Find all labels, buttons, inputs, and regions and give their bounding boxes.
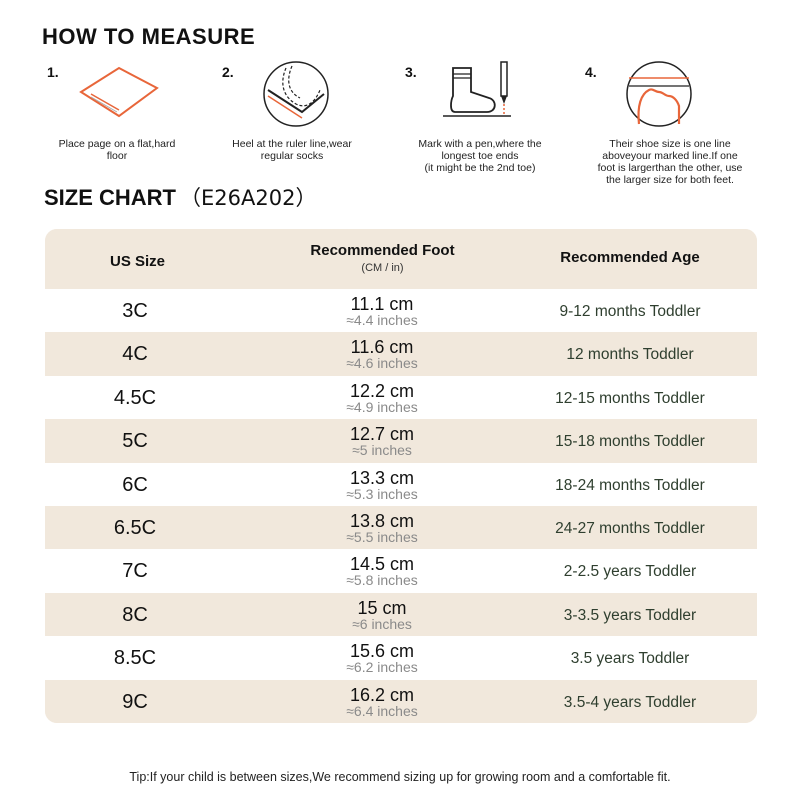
cell-size: 4C	[122, 343, 148, 366]
step-4-number: 4.	[585, 64, 597, 80]
cell-foot: 13.8 cm ≈5.5 inches	[282, 512, 482, 545]
cell-size: 8.5C	[113, 647, 157, 670]
heel-on-ruler-icon	[263, 61, 329, 127]
sizing-tip: Tip:If your child is between sizes,We re…	[129, 770, 671, 784]
step-2-text: Heel at the ruler line,wear regular sock…	[232, 138, 352, 162]
cell-cm: 16.2 cm	[349, 684, 415, 705]
cell-inches: ≈6.2 inches	[346, 659, 418, 676]
cell-inches: ≈5.3 inches	[346, 485, 418, 502]
table-row: 4.5C 12.2 cm ≈4.9 inches 12-15 months Tod…	[45, 375, 757, 420]
cell-inches: ≈4.6 inches	[346, 355, 418, 372]
step-3-text: Mark with a pen,where the longest toe en…	[418, 138, 542, 174]
table-row: 8C 15 cm ≈6 inches 3-3.5 years Toddler	[45, 592, 757, 637]
cell-foot: 16.2 cm ≈6.4 inches	[282, 686, 482, 719]
cell-age: 12 months Toddler	[566, 346, 694, 364]
cell-size: 5C	[122, 430, 148, 453]
cell-inches: ≈6 inches	[352, 615, 412, 632]
step-4-text: Their shoe size is one line aboveyour ma…	[597, 138, 743, 186]
cell-foot: 11.6 cm ≈4.6 inches	[282, 338, 482, 371]
cell-size: 9C	[122, 690, 148, 713]
table-row: 7C 14.5 cm ≈5.8 inches 2-2.5 years Toddle…	[45, 549, 757, 593]
step-1-number: 1.	[47, 64, 59, 80]
table-row: 5C 12.7 cm ≈5 inches 15-18 months Toddler	[45, 419, 757, 463]
cell-age: 9-12 months Toddler	[559, 303, 701, 320]
cell-cm: 15 cm	[357, 597, 407, 618]
cell-size: 4.5C	[113, 386, 157, 409]
cell-age: 3-3.5 years Toddler	[563, 606, 697, 624]
table-header: US Size Recommended Foot (CM / in) Recom…	[45, 229, 757, 289]
cell-cm: 13.8 cm	[349, 510, 415, 531]
cell-foot: 15 cm ≈6 inches	[282, 599, 482, 632]
cell-inches: ≈4.4 inches	[346, 312, 418, 328]
cell-age: 12-15 months Toddler	[555, 389, 705, 407]
table-row: 9C 16.2 cm ≈6.4 inches 3.5-4 years Toddle…	[45, 679, 757, 723]
cell-size: 7C	[122, 560, 148, 583]
step-1: 1. Place page on a flat,hard floor	[47, 60, 187, 170]
cell-cm: 15.6 cm	[349, 641, 415, 662]
model-code: （E26A202）	[180, 186, 317, 210]
cell-age: 3.5-4 years Toddler	[563, 693, 697, 711]
header-recommended-foot: Recommended Foot (CM / in)	[250, 242, 515, 274]
cell-cm: 12.7 cm	[349, 424, 415, 445]
header-foot-label: Recommended Foot	[310, 242, 455, 259]
cell-age: 15-18 months Toddler	[555, 433, 705, 451]
cell-size: 3C	[122, 300, 148, 322]
cell-foot: 15.6 cm ≈6.2 inches	[282, 642, 482, 675]
table-row: 8.5C 15.6 cm ≈6.2 inches 3.5 years Toddle…	[45, 636, 757, 680]
header-foot-unit: (CM / in)	[361, 262, 404, 274]
cell-age: 3.5 years Toddler	[570, 650, 690, 668]
how-to-measure-title: HOW TO MEASURE	[42, 24, 256, 49]
sock-and-pen-icon	[443, 61, 511, 117]
size-table: US Size Recommended Foot (CM / in) Recom…	[45, 229, 757, 723]
cell-size: 6C	[122, 473, 148, 496]
cell-inches: ≈5 inches	[352, 442, 412, 459]
paper-sheet-icon	[79, 66, 159, 118]
step-1-text: Place page on a flat,hard floor	[58, 138, 176, 162]
step-3: 3. Mark with a pen,where the longest toe…	[405, 60, 555, 180]
cell-foot: 11.1 cm ≈4.4 inches	[282, 295, 482, 328]
step-3-number: 3.	[405, 64, 417, 80]
cell-inches: ≈5.8 inches	[346, 572, 418, 589]
cell-age: 24-27 months Toddler	[555, 519, 705, 537]
step-4: 4. Their shoe size is one line aboveyour…	[585, 60, 755, 200]
cell-cm: 11.1 cm	[350, 294, 414, 314]
cell-inches: ≈5.5 inches	[346, 528, 418, 545]
table-row: 4C 11.6 cm ≈4.6 inches 12 months Toddler	[45, 332, 757, 376]
header-us-size: US Size	[109, 253, 166, 270]
cell-cm: 11.6 cm	[350, 337, 414, 358]
cell-inches: ≈4.9 inches	[346, 398, 418, 415]
cell-foot: 12.2 cm ≈4.9 inches	[282, 382, 482, 415]
cell-foot: 14.5 cm ≈5.8 inches	[282, 555, 482, 588]
table-row: 6C 13.3 cm ≈5.3 inches 18-24 months Toddl…	[45, 462, 757, 506]
step-2-number: 2.	[222, 64, 234, 80]
step-2: 2. Heel at the ruler line,wear regular s…	[222, 60, 362, 170]
table-row: 6.5C 13.8 cm ≈5.5 inches 24-27 months Tod…	[45, 505, 757, 550]
cell-size: 6.5C	[113, 516, 157, 539]
toe-over-line-icon	[626, 61, 692, 127]
cell-cm: 14.5 cm	[349, 554, 415, 575]
cell-age: 18-24 months Toddler	[555, 476, 705, 494]
size-chart-title: SIZE CHART （E26A202）	[44, 182, 316, 212]
cell-age: 2-2.5 years Toddler	[563, 563, 697, 581]
cell-inches: ≈6.4 inches	[346, 702, 418, 719]
table-row: 3C 11.1 cm ≈4.4 inches 9-12 months Toddle…	[45, 289, 757, 333]
cell-size: 8C	[122, 603, 148, 626]
cell-foot: 13.3 cm ≈5.3 inches	[282, 469, 482, 502]
cell-cm: 13.3 cm	[349, 467, 415, 488]
header-recommended-age: Recommended Age	[560, 249, 700, 266]
size-chart-title-text: SIZE CHART	[44, 185, 176, 210]
cell-foot: 12.7 cm ≈5 inches	[282, 425, 482, 458]
cell-cm: 12.2 cm	[349, 380, 415, 401]
table-body: 3C 11.1 cm ≈4.4 inches 9-12 months Toddle…	[45, 289, 757, 723]
